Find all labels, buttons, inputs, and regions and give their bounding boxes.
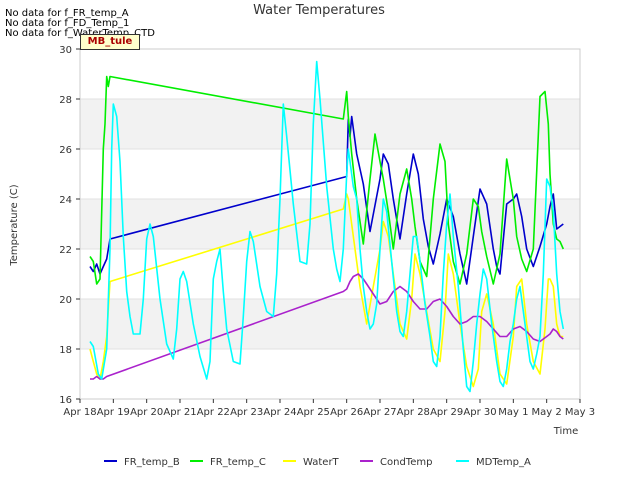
x-tick-label: Apr 19: [97, 407, 130, 418]
series-lines: [89, 60, 565, 393]
y-axis-ticks: 16 18 20 22 24 26 28 30: [59, 45, 80, 406]
x-tick-label: Apr 26: [330, 407, 363, 418]
y-tick-label: 28: [59, 95, 72, 106]
x-tick-label: Apr 21: [163, 407, 196, 418]
legend: FR_temp_B FR_temp_C WaterT CondTemp MDTemp_A: [104, 457, 531, 468]
no-data-note: No data for f_FD_Temp_1: [5, 18, 130, 29]
x-tick-label: Apr 18: [63, 407, 96, 418]
x-axis-ticks: Apr 18 Apr 19 Apr 20 Apr 21 Apr 22 Apr 23 Apr …: [63, 399, 595, 418]
legend-entry: FR_temp_B: [124, 457, 180, 468]
y-tick-label: 22: [59, 245, 72, 256]
x-tick-label: May 1: [498, 407, 528, 418]
y-tick-label: 20: [59, 295, 72, 306]
x-tick-label: Apr 30: [463, 407, 496, 418]
site-badge: MB_tule: [80, 34, 140, 50]
y-tick-label: 18: [59, 345, 72, 356]
background-band: [80, 99, 580, 149]
x-tick-label: Apr 20: [130, 407, 163, 418]
x-tick-label: May 3: [565, 407, 595, 418]
legend-entry: FR_temp_C: [210, 457, 266, 468]
x-tick-label: Apr 24: [263, 407, 296, 418]
x-tick-label: Apr 23: [230, 407, 263, 418]
series-line-condtemp: [90, 273, 564, 380]
series-line-fr_temp_c: [89, 75, 565, 285]
x-tick-label: Apr 29: [430, 407, 463, 418]
series-line-mdtemp_a: [89, 60, 565, 393]
x-axis-label: Time: [553, 426, 578, 437]
y-tick-label: 24: [59, 195, 72, 206]
x-tick-label: Apr 22: [197, 407, 230, 418]
y-tick-label: 16: [59, 395, 72, 406]
x-tick-label: Apr 27: [363, 407, 396, 418]
y-tick-label: 30: [59, 45, 72, 56]
x-tick-label: Apr 28: [397, 407, 430, 418]
background-band: [80, 299, 580, 349]
legend-entry: WaterT: [303, 457, 340, 468]
legend-entry: CondTemp: [380, 457, 432, 468]
no-data-note: No data for f_FR_temp_A: [5, 8, 129, 19]
y-axis-label: Temperature (C): [9, 184, 20, 266]
y-tick-label: 26: [59, 145, 72, 156]
x-tick-label: Apr 25: [297, 407, 330, 418]
x-tick-label: May 2: [532, 407, 562, 418]
series-line-watert: [89, 193, 564, 388]
plot-area: [79, 48, 581, 400]
legend-entry: MDTemp_A: [476, 457, 531, 468]
chart-title: Water Temperatures: [253, 3, 385, 18]
